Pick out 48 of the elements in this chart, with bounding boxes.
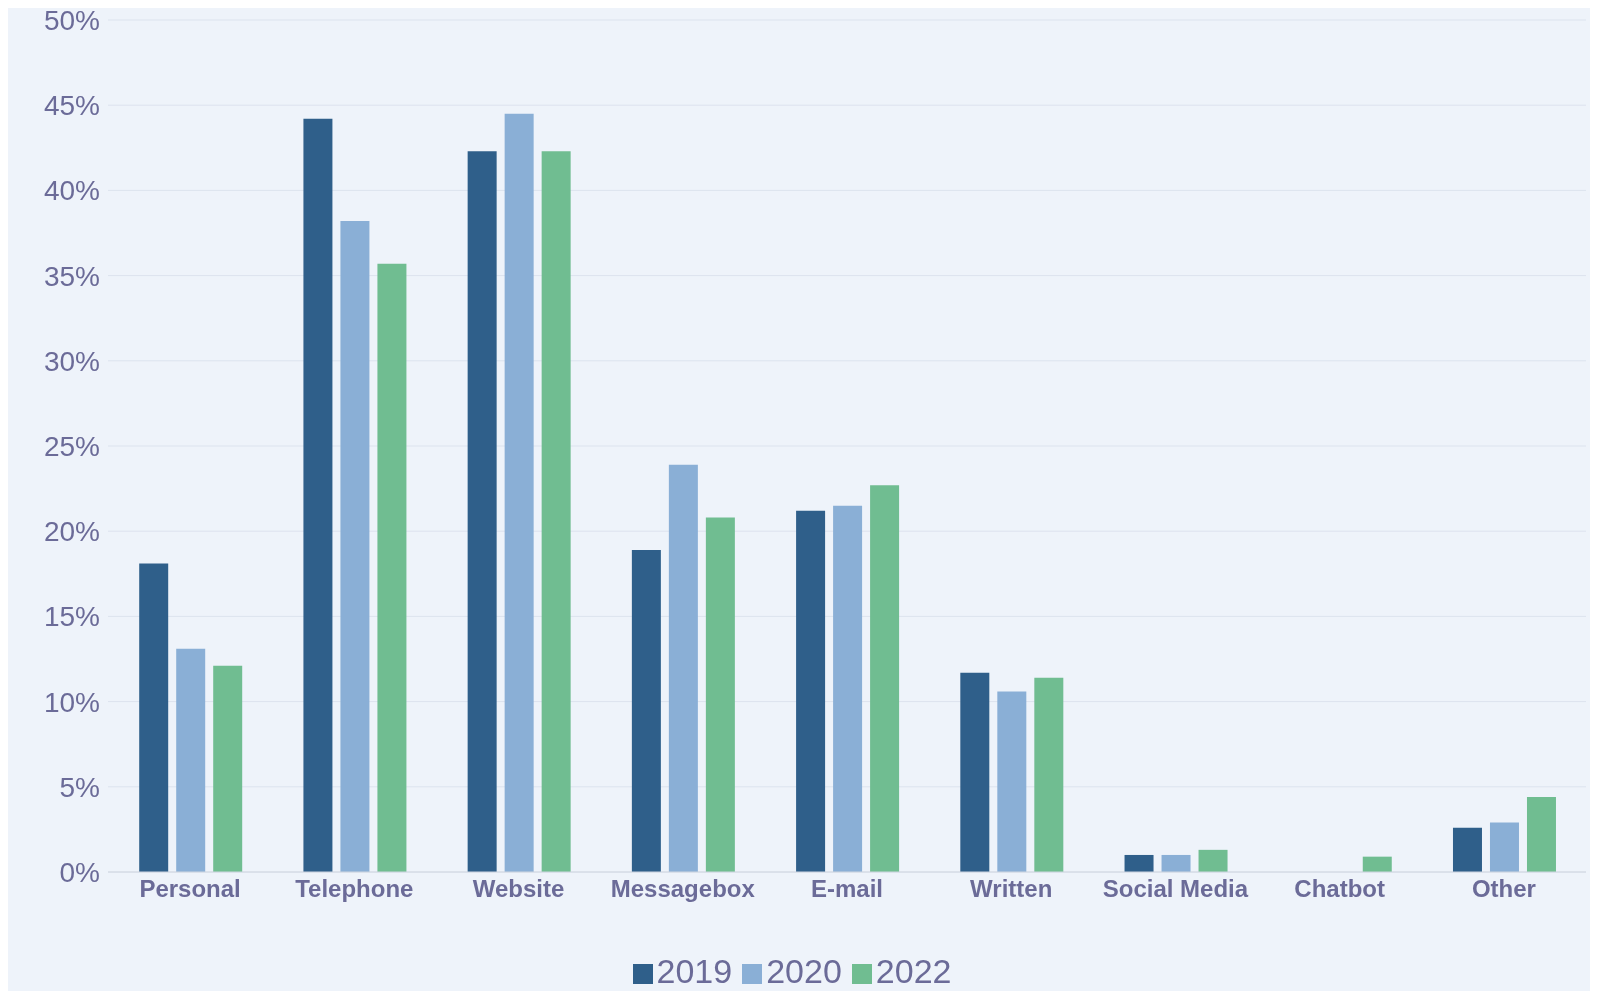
bar (997, 691, 1027, 872)
x-tick-label: Personal (139, 875, 241, 903)
y-tick-label: 10% (43, 686, 100, 718)
bar (303, 118, 333, 872)
bar (377, 263, 407, 872)
x-tick-label: Website (472, 875, 565, 903)
bar (176, 648, 206, 872)
bar (631, 549, 661, 872)
bar (504, 113, 534, 872)
y-tick-label: 40% (43, 175, 100, 207)
y-tick-label: 15% (43, 601, 100, 633)
x-tick-label: Written (970, 875, 1053, 903)
legend-label: 2022 (875, 952, 952, 990)
bar (870, 485, 900, 872)
bar (1452, 827, 1482, 872)
y-tick-label: 20% (43, 516, 100, 548)
legend-label: 2019 (656, 952, 733, 990)
x-tick-label: Telephone (295, 875, 414, 903)
bar (1161, 854, 1191, 872)
y-tick-label: 30% (43, 345, 100, 377)
bar (705, 517, 735, 872)
bar (668, 464, 698, 872)
bar (1526, 797, 1556, 872)
x-tick-label: E-mail (810, 875, 884, 903)
bar (340, 221, 370, 872)
bar (960, 672, 990, 872)
bar (1489, 822, 1519, 872)
y-tick-label: 35% (43, 260, 100, 292)
bar (1124, 854, 1154, 872)
bar (1034, 677, 1064, 872)
y-tick-label: 0% (59, 856, 100, 888)
bar (139, 563, 169, 872)
bar (1198, 849, 1228, 872)
bar (467, 151, 497, 872)
x-tick-label: Social Media (1102, 875, 1249, 903)
bar (541, 151, 571, 872)
x-tick-label: Other (1471, 875, 1536, 903)
x-tick-label: Messagebox (610, 875, 756, 903)
y-tick-label: 50% (43, 4, 100, 36)
bar (213, 665, 243, 872)
y-tick-label: 45% (43, 90, 100, 122)
y-tick-label: 25% (43, 430, 100, 462)
y-tick-label: 5% (59, 771, 100, 803)
bar (796, 510, 826, 872)
x-tick-label: Chatbot (1294, 875, 1385, 903)
bar (833, 505, 863, 872)
bar (1362, 856, 1392, 872)
legend-label: 2020 (766, 952, 842, 990)
